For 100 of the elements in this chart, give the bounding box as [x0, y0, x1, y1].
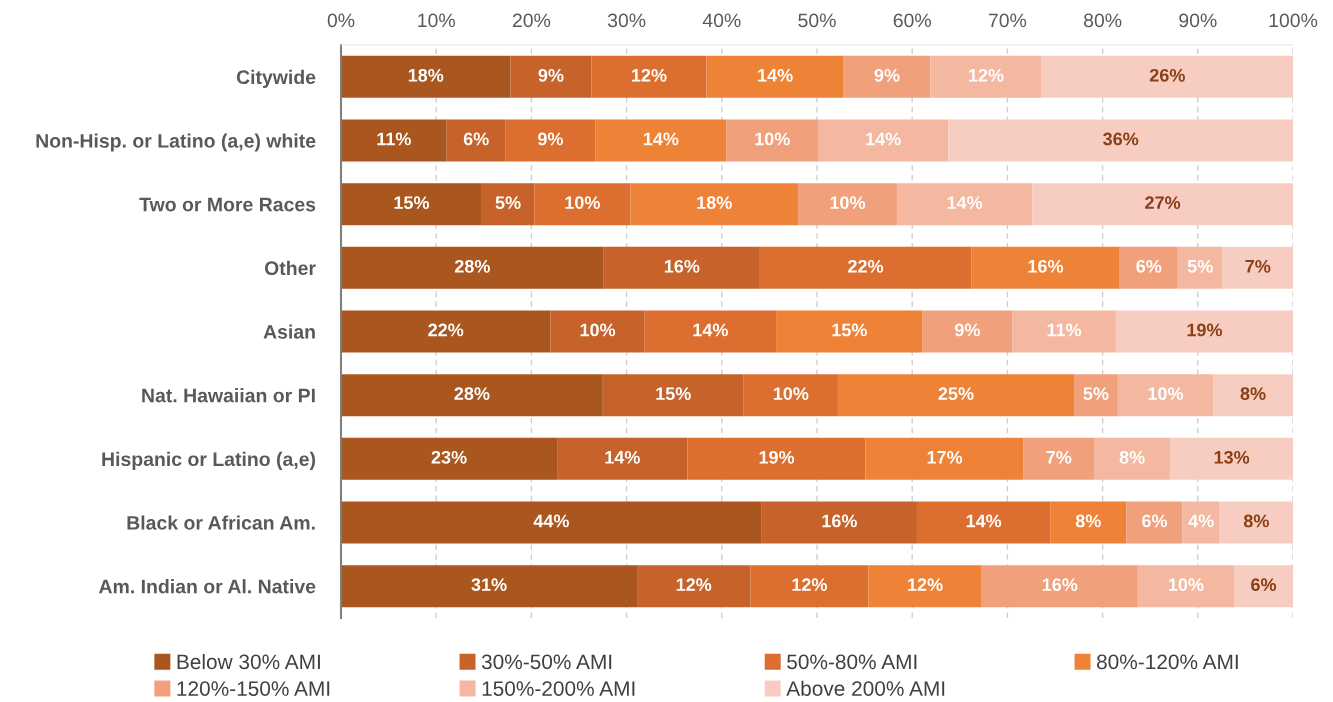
data-label: 10% [565, 196, 600, 210]
data-label: 36% [1103, 132, 1139, 146]
x-tick-label: 20% [512, 13, 551, 28]
data-label: 18% [697, 196, 732, 210]
data-label: 26% [1149, 68, 1185, 82]
bar [1182, 501, 1220, 544]
x-tick-label: 30% [607, 13, 646, 28]
data-label: 4% [1188, 514, 1214, 528]
data-label: 6% [1142, 514, 1168, 528]
data-label: 15% [394, 196, 430, 210]
bar [1050, 501, 1127, 544]
bar [1074, 374, 1118, 417]
data-label: 16% [664, 259, 700, 273]
data-label: 10% [773, 387, 809, 401]
data-label: 10% [1148, 387, 1184, 401]
data-label: 12% [908, 578, 943, 591]
bar [1115, 310, 1293, 353]
x-tick-label: 70% [988, 13, 1027, 28]
data-label: 16% [1028, 259, 1064, 273]
data-label: 5% [495, 196, 521, 210]
bar [595, 119, 727, 162]
bar [797, 183, 897, 226]
data-label: 28% [454, 259, 490, 273]
bar [481, 183, 535, 226]
data-label: 6% [1251, 578, 1277, 592]
data-label: 44% [533, 514, 569, 528]
data-label: 11% [1047, 323, 1082, 337]
data-label: 11% [377, 132, 411, 146]
data-label: 19% [1187, 323, 1223, 337]
y-tick-label: Citywide [236, 69, 316, 88]
data-label: 10% [580, 323, 616, 337]
data-label: 22% [428, 323, 464, 337]
data-label: 14% [866, 132, 901, 146]
data-label: 15% [832, 323, 867, 337]
data-label: 25% [938, 387, 974, 401]
bar [510, 55, 592, 98]
data-label: 14% [947, 196, 983, 209]
bar [550, 310, 645, 353]
data-label: 10% [755, 132, 790, 146]
bar [776, 310, 923, 353]
data-label: 31% [471, 578, 507, 592]
bar [637, 565, 751, 608]
legend-label: 150%-200% AMI [482, 681, 635, 696]
bar [868, 565, 982, 608]
bar [971, 246, 1120, 289]
bar [743, 374, 838, 417]
data-label: 22% [848, 259, 884, 273]
bar [837, 374, 1075, 417]
legend-label: 50%-80% AMI [787, 654, 917, 670]
data-label: 9% [874, 68, 900, 82]
data-label: 9% [954, 323, 980, 337]
y-tick-label: Black or African Am. [127, 515, 315, 530]
bar [341, 183, 482, 226]
bar [341, 374, 603, 417]
x-tick-label: 40% [702, 13, 741, 28]
x-tick-label: 50% [798, 13, 836, 28]
legend-label: 120%-150% AMI [177, 681, 330, 696]
data-label: 18% [408, 68, 444, 82]
bar [981, 565, 1138, 608]
bar [534, 183, 631, 226]
data-label: 19% [759, 450, 795, 464]
x-tick-label: 90% [1179, 13, 1217, 28]
bar [341, 310, 551, 353]
data-label: 8% [1119, 450, 1145, 464]
bar [1041, 55, 1293, 98]
data-label: 12% [632, 68, 667, 82]
bar [341, 246, 604, 289]
bar [1233, 565, 1293, 608]
data-label: 14% [693, 323, 728, 337]
bar [341, 565, 638, 608]
data-label: 8% [1240, 387, 1266, 401]
y-tick-label: Hispanic or Latino (a,e) [102, 451, 316, 470]
bar [1023, 437, 1095, 480]
bar [341, 119, 447, 162]
data-label: 27% [1145, 196, 1181, 209]
bar [916, 501, 1051, 544]
x-tick-label: 0% [327, 13, 355, 28]
x-tick-label: 10% [418, 13, 455, 28]
data-label: 5% [1187, 259, 1213, 273]
data-label: 28% [454, 387, 490, 401]
data-label: 14% [758, 68, 793, 82]
legend-label: Below 30% AMI [177, 653, 320, 670]
data-label: 14% [643, 132, 679, 146]
data-label: 15% [656, 387, 691, 401]
data-label: 17% [927, 450, 963, 464]
bar [1126, 501, 1183, 544]
bar [644, 310, 777, 353]
data-label: 16% [1042, 578, 1078, 592]
bar [603, 246, 760, 289]
bar [726, 119, 818, 162]
bar [341, 437, 558, 480]
bar [341, 501, 762, 544]
data-label: 7% [1245, 259, 1271, 273]
bar [1177, 246, 1223, 289]
data-label: 14% [605, 450, 640, 464]
bar [505, 119, 596, 162]
bar [922, 310, 1013, 353]
bar [341, 55, 511, 98]
data-label: 10% [1168, 578, 1204, 592]
bar [1213, 374, 1293, 417]
